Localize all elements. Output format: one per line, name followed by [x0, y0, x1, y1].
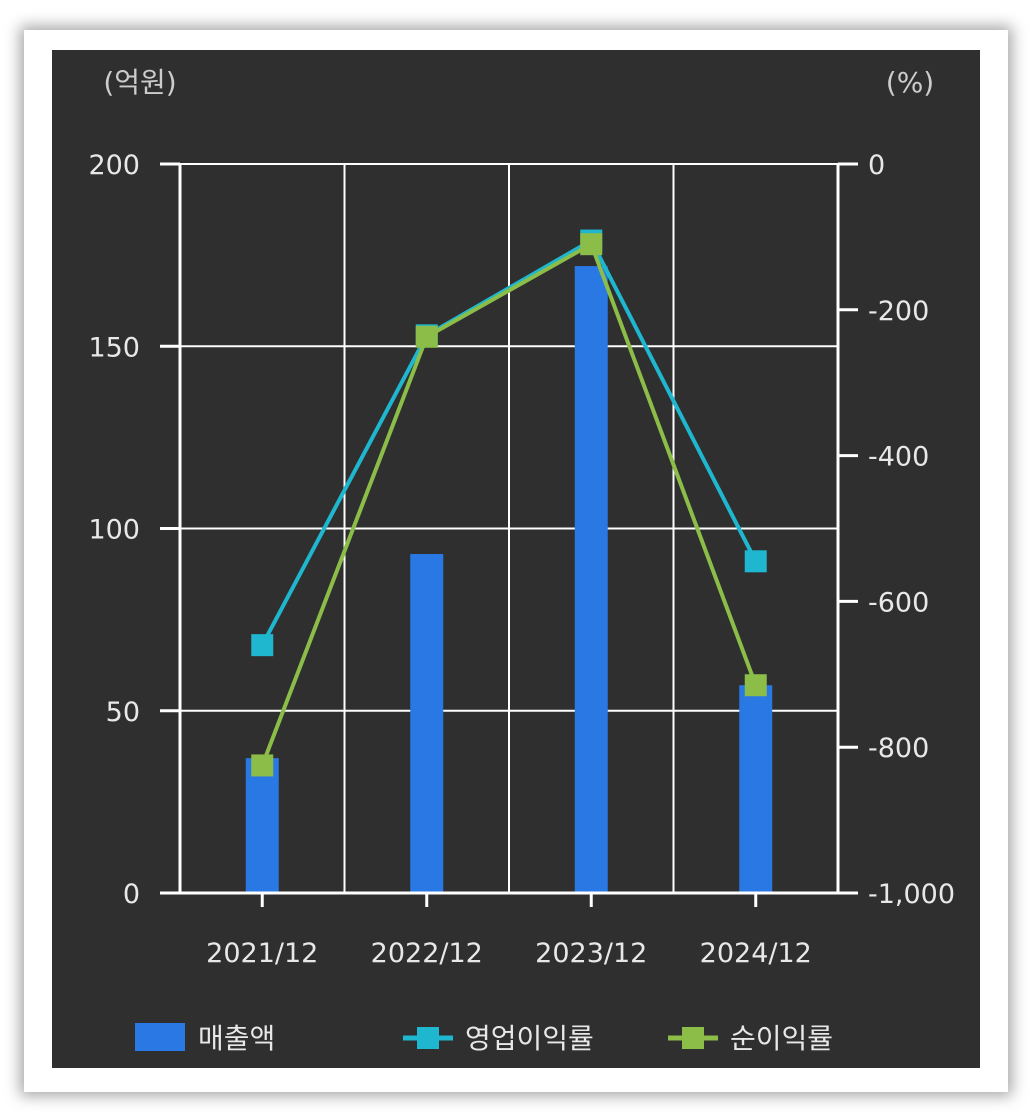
x-tick-label: 2022/12	[371, 938, 483, 969]
right-tick-label: -400	[868, 442, 929, 473]
data-point	[580, 233, 603, 256]
bar	[245, 758, 279, 893]
x-tick-label: 2024/12	[700, 938, 812, 969]
line-series	[251, 229, 767, 777]
bar	[574, 266, 608, 893]
right-tick-label: -600	[868, 587, 929, 618]
series-line	[260, 242, 758, 767]
right-tick-label: 0	[868, 150, 885, 181]
right-tick-label: -800	[868, 733, 929, 764]
legend-swatch-revenue	[135, 1023, 185, 1051]
legend-label: 순이익률	[730, 1022, 833, 1055]
data-point	[744, 550, 767, 573]
legend-marker-swatch	[417, 1027, 439, 1049]
left-tick-label: 50	[106, 697, 140, 728]
data-point	[251, 634, 274, 657]
data-point	[251, 754, 274, 777]
bar-series	[245, 266, 773, 893]
chart-panel	[52, 50, 980, 1068]
data-point	[415, 325, 438, 348]
legend-marker-swatch	[682, 1027, 704, 1049]
bar	[739, 685, 773, 893]
left-tick-label: 0	[123, 879, 140, 910]
legend: 매출액 영업이익률 순이익률	[135, 1022, 833, 1055]
data-point	[744, 674, 767, 697]
bar	[410, 554, 444, 893]
legend-label-revenue: 매출액	[198, 1022, 275, 1055]
left-tick-label: 200	[88, 150, 140, 181]
x-tick-label: 2021/12	[206, 938, 318, 969]
series-line	[260, 238, 758, 647]
left-tick-label: 150	[88, 332, 140, 363]
axes: 0 50 100 150 200 -1,000 -800 -600 -400 -200 0 2021/…	[88, 150, 955, 969]
legend-label: 영업이익률	[465, 1022, 594, 1055]
right-tick-label: -200	[868, 296, 929, 327]
left-tick-label: 100	[88, 515, 140, 546]
right-tick-label: -1,000	[868, 879, 955, 910]
right-axis-unit: (%)	[886, 66, 934, 99]
x-tick-label: 2023/12	[535, 938, 647, 969]
left-axis-unit: (억원)	[103, 66, 176, 99]
